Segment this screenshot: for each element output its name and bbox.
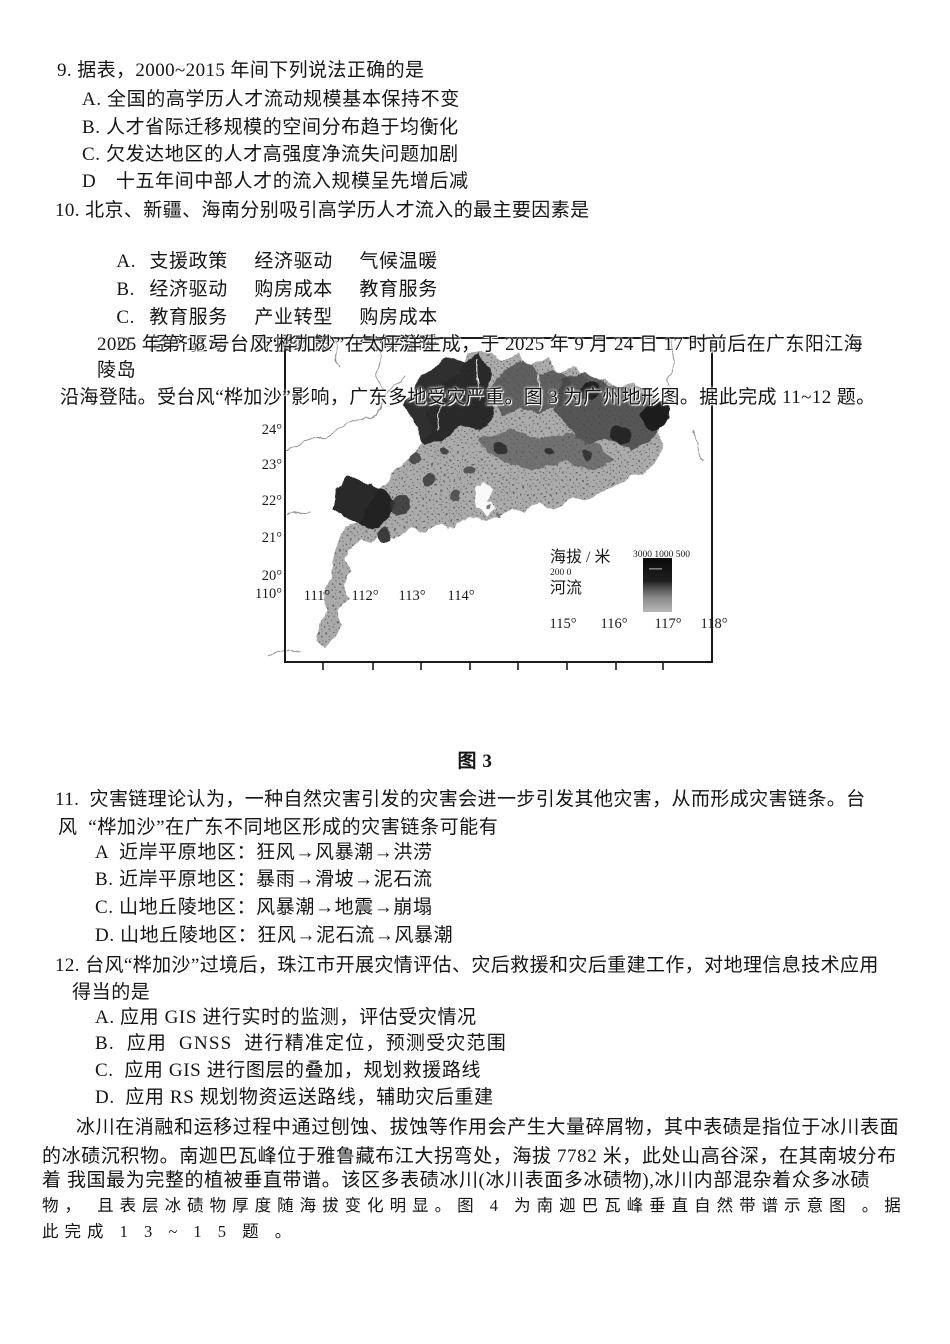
option-col: 购房成本 xyxy=(254,279,333,300)
option-col: 支援政策 xyxy=(254,334,333,355)
option-label: A. xyxy=(116,251,137,272)
lon-label-117: 117° xyxy=(654,616,681,632)
lat-label-24: 24° xyxy=(262,422,283,438)
option-col: 教育服务 xyxy=(149,307,228,328)
map-frame xyxy=(284,337,713,663)
glacier-passage-line2: 的冰碛沉积物。南迦巴瓦峰位于雅鲁藏布江大拐弯处，海拔 7782 米，此处山高谷深… xyxy=(42,1146,897,1167)
graticule-labels: 24° 23° 22° 21° 20° 110° 111° 112° 113° … xyxy=(255,422,728,632)
option-col: 购房成本 xyxy=(359,307,438,328)
map-axis-ticks xyxy=(322,662,664,670)
glacier-passage-line4: 物， 且表层冰碛物厚度随海拔变化明显。图 4 为南迦巴瓦峰垂直自然带谱示意图 。… xyxy=(42,1196,907,1215)
legend-scale-bottom: 200 0 xyxy=(550,568,572,578)
terrain xyxy=(316,350,669,648)
option-label: B. xyxy=(116,279,136,300)
option-col: 经济驱动 xyxy=(149,334,228,355)
lon-label-111: 111° xyxy=(304,588,331,604)
option-col: 支援政策 xyxy=(149,251,228,272)
glacier-passage-line1: 冰川在消融和运移过程中通过刨蚀、拔蚀等作用会产生大量碎屑物，其中表碛是指位于冰川… xyxy=(76,1117,900,1138)
glacier-passage-line3: 着 我国最为完整的植被垂直带谱。该区多表碛冰川(冰川表面多冰碛物),冰川内部混杂… xyxy=(42,1170,871,1191)
typhoon-passage-line2: 陵岛 xyxy=(97,360,137,381)
legend-elevation-label: 海拔 / 米 xyxy=(550,548,610,566)
option-label: C. xyxy=(116,307,136,328)
lon-label-118: 118° xyxy=(700,616,727,632)
lon-label-115: 115° xyxy=(549,616,576,632)
option-col: 气候温暖 xyxy=(359,251,438,272)
legend-river-label: 河流 xyxy=(550,579,582,597)
question-11-stem-line1: 11. 灾害链理论认为，一种自然灾害引发的灾害会进一步引发其他灾害，从而形成灾害… xyxy=(55,789,866,810)
lat-label-23: 23° xyxy=(262,457,283,473)
question-10-option-c: C. 教育服务 产业转型 购房成本 xyxy=(95,283,438,352)
question-10-stem: 10. 北京、新疆、海南分别吸引高学历人才流入的最主要因素是 xyxy=(55,200,590,221)
lon-label-114: 114° xyxy=(447,588,474,604)
lon-label-113: 113° xyxy=(398,588,425,604)
question-11-stem-line2: 风 “桦加沙”在广东不同地区形成的灾害链条可能有 xyxy=(58,817,499,838)
lat-label-20: 20° xyxy=(262,568,283,584)
lat-label-21: 21° xyxy=(262,530,283,546)
figure3-caption: 图 3 xyxy=(457,751,493,772)
question-12-option-b: B. 应用 GNSS 进行精准定位，预测受灾范围 xyxy=(95,1033,507,1054)
question-10-option-a: A. 支援政策 经济驱动 气候温暖 xyxy=(95,227,438,296)
question-12-option-c: C. 应用 GIS 进行图层的叠加，规划救援路线 xyxy=(95,1060,482,1081)
map-legend: 海拔 / 米 3000 1000 500 200 0 河流 xyxy=(550,548,690,612)
option-col: 教育服务 xyxy=(359,279,438,300)
option-col: 经济驱动 xyxy=(149,279,228,300)
question-11-option-b: B. 近岸平原地区：暴雨→滑坡→泥石流 xyxy=(95,869,433,890)
question-10-option-b: B. 经济驱动 购房成本 教育服务 xyxy=(95,255,438,324)
question-9-option-a: A. 全国的高学历人才流动规模基本保持不变 xyxy=(82,89,460,110)
lon-label-110: 110° xyxy=(255,586,282,602)
question-11-option-d: D. 山地丘陵地区：狂风→泥石流→风暴潮 xyxy=(95,925,454,946)
typhoon-passage-line3: 沿海登陆。受台风“桦加沙”影响，广东多地受灾严重。图 3 为广州地形图。据此完成… xyxy=(60,387,876,408)
option-label: D. xyxy=(116,334,137,355)
question-12-stem-line2: 得当的是 xyxy=(72,982,151,1003)
map-boundary-lines xyxy=(269,339,703,656)
question-12-option-d: D. 应用 RS 规划物资运送路线，辅助灾后重建 xyxy=(95,1087,494,1108)
lat-label-22: 22° xyxy=(262,493,283,509)
lon-label-116: 116° xyxy=(600,616,627,632)
question-12-option-a: A. 应用 GIS 进行实时的监测，评估受灾情况 xyxy=(95,1007,477,1028)
question-9-option-d: D 十五年间中部人才的流入规模呈先增后减 xyxy=(82,171,469,192)
question-11-option-a: A 近岸平原地区：狂风→风暴潮→洪涝 xyxy=(95,842,433,863)
legend-elevation-bar xyxy=(643,558,672,612)
question-9-stem: 9. 据表，2000~2015 年间下列说法正确的是 xyxy=(57,60,425,81)
question-12-stem-line1: 12. 台风“桦加沙”过境后，珠江市开展灾情评估、灾后救援和灾后重建工作，对地理… xyxy=(55,955,879,976)
lon-label-112: 112° xyxy=(351,588,378,604)
question-11-option-c: C. 山地丘陵地区：风暴潮→地震→崩塌 xyxy=(95,897,433,918)
typhoon-passage-line1: 2025 年第 18 号台风“桦加沙”在太平洋生成，于 2025 年 9 月 2… xyxy=(97,334,864,355)
option-col: 产业转型 xyxy=(254,307,333,328)
glacier-passage-line5: 此完成 1 3 ~ 1 5 题 。 xyxy=(42,1222,298,1241)
question-9-option-c: C. 欠发达地区的人才高强度净流失问题加剧 xyxy=(82,144,459,165)
question-9-option-b: B. 人才省际迁移规模的空间分布趋于均衡化 xyxy=(82,117,459,138)
option-col: 经济驱动 xyxy=(254,251,333,272)
legend-scale-top: 3000 1000 500 xyxy=(633,550,690,560)
figure3-map: 24° 23° 22° 21° 20° 110° 111° 112° 113° … xyxy=(255,337,728,670)
